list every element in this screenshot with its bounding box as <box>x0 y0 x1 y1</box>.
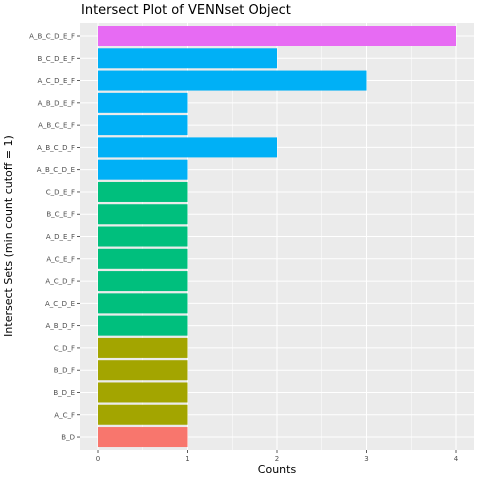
y-axis-ticks: A_B_C_D_E_F B_C_D_E_F A_C_D_E_F A_B_D_E_F A_… <box>29 33 80 442</box>
x-axis-title: Counts <box>258 463 297 476</box>
bar <box>98 382 188 403</box>
y-tick-label: A_B_D_F <box>45 322 75 330</box>
bars <box>98 26 456 448</box>
bar <box>98 293 188 314</box>
x-tick-label: 0 <box>96 455 100 463</box>
y-tick-label: A_C_E_F <box>46 255 75 263</box>
bar <box>98 181 188 202</box>
x-axis-ticks: 0 1 2 3 4 <box>96 450 459 463</box>
y-tick-label: A_B_C_D_E_F <box>29 33 75 41</box>
y-tick-label: A_B_D_E_F <box>38 99 75 107</box>
y-axis-title: Intersect Sets (min count cutoff = 1) <box>2 135 15 337</box>
y-tick-label: A_B_C_D_F <box>37 144 75 152</box>
y-tick-label: C_D_E_F <box>46 188 75 196</box>
chart-title: Intersect Plot of VENNset Object <box>81 3 291 18</box>
bar <box>98 337 188 358</box>
y-tick-label: A_B_C_D_E <box>37 166 75 174</box>
bar <box>98 26 456 46</box>
y-tick-label: A_C_D_E <box>45 300 75 308</box>
y-tick-label: C_D_F <box>54 344 75 352</box>
bar <box>98 204 188 225</box>
x-tick-label: 4 <box>454 455 459 463</box>
bar <box>98 315 188 336</box>
y-tick-label: A_C_D_F <box>45 278 75 286</box>
bar <box>98 137 277 158</box>
y-tick-label: A_C_D_E_F <box>37 77 75 85</box>
bar <box>98 427 188 448</box>
bar <box>98 360 188 381</box>
bar <box>98 115 188 136</box>
y-tick-label: A_B_C_E_F <box>38 122 75 130</box>
bar <box>98 48 277 69</box>
y-tick-label: B_D_E <box>53 389 75 397</box>
bar <box>98 70 367 91</box>
x-tick-label: 1 <box>185 455 189 463</box>
y-tick-label: B_D_F <box>54 367 75 375</box>
y-tick-label: A_D_E_F <box>46 233 75 241</box>
y-tick-label: A_C_F <box>54 411 75 419</box>
bar <box>98 92 188 113</box>
bar <box>98 159 188 180</box>
x-tick-label: 3 <box>364 455 368 463</box>
x-tick-label: 2 <box>275 455 279 463</box>
y-tick-label: B_C_E_F <box>46 211 75 219</box>
bar <box>98 226 188 247</box>
bar <box>98 271 188 292</box>
bar <box>98 404 188 425</box>
bar <box>98 248 188 269</box>
y-tick-label: B_D <box>61 434 75 442</box>
y-tick-label: B_C_D_E_F <box>37 55 75 63</box>
